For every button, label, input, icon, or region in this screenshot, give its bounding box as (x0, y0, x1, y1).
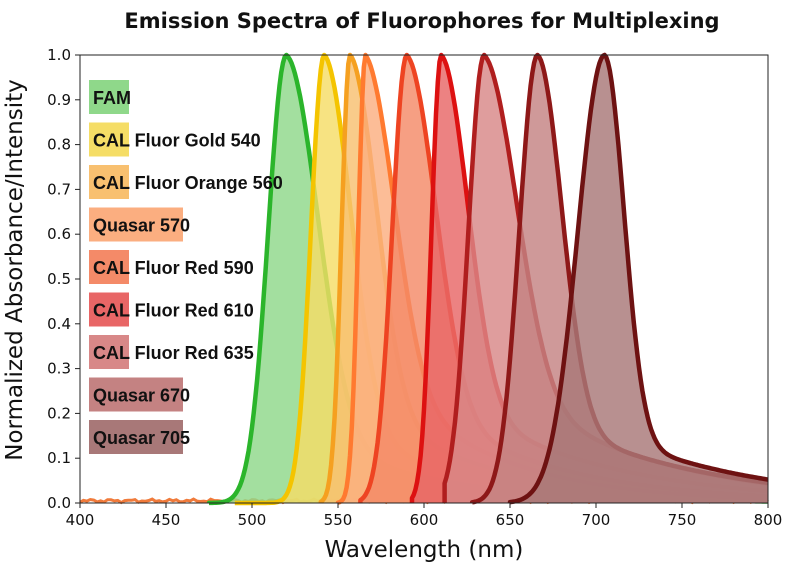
x-tick-label: 550 (324, 511, 353, 529)
chart-title: Emission Spectra of Fluorophores for Mul… (124, 9, 719, 33)
x-tick-label: 800 (754, 511, 783, 529)
y-tick-label: 0.7 (47, 180, 71, 198)
legend-label: Quasar 670 (93, 386, 190, 406)
x-tick-label: 700 (582, 511, 611, 529)
y-tick-label: 0.4 (47, 315, 71, 333)
y-tick-label: 0.5 (47, 270, 71, 288)
x-tick-label: 600 (410, 511, 439, 529)
x-tick-label: 650 (496, 511, 525, 529)
legend-swatch (89, 207, 183, 242)
y-tick-label: 1.0 (47, 46, 71, 64)
legend-label: CAL Fluor Red 635 (93, 343, 254, 363)
x-tick-label: 750 (668, 511, 697, 529)
legend-label: CAL Fluor Red 590 (93, 258, 254, 278)
x-tick-label: 400 (66, 511, 95, 529)
legend-swatch (89, 292, 129, 327)
legend-swatch (89, 377, 183, 412)
legend: FAM CAL Fluor Gold 540 CAL Fluor Orange 56… (89, 80, 283, 454)
x-tick-label: 450 (152, 511, 181, 529)
legend-label: Quasar 570 (93, 216, 190, 236)
axis-ticks: 400 450 500 550 600 650 700 750 800 0.0 0.1 0.2 0.3 0… (47, 46, 782, 529)
y-tick-label: 0.0 (47, 494, 71, 512)
y-tick-label: 0.2 (47, 404, 71, 422)
legend-label: CAL Fluor Red 610 (93, 301, 254, 321)
series-line-quasar-705 (507, 52, 769, 505)
legend-swatch (89, 420, 183, 454)
x-axis-label: Wavelength (nm) (325, 537, 524, 563)
y-tick-label: 0.3 (47, 360, 71, 378)
x-tick-label: 500 (238, 511, 267, 529)
legend-label: CAL Fluor Gold 540 (93, 131, 261, 151)
series-area-cal-fluor-red-610 (412, 55, 768, 503)
series-area-quasar-670 (472, 55, 768, 503)
legend-label: Quasar 705 (93, 428, 190, 448)
series-area-quasar-705 (510, 55, 768, 503)
legend-label: CAL Fluor Orange 560 (93, 173, 283, 193)
legend-swatch (89, 80, 129, 114)
y-tick-label: 0.6 (47, 225, 71, 243)
plot-area (79, 52, 769, 506)
y-tick-label: 0.9 (47, 91, 71, 109)
legend-swatch (89, 122, 129, 157)
y-tick-label: 0.8 (47, 136, 71, 154)
legend-swatch (89, 250, 129, 284)
y-tick-label: 0.1 (47, 449, 71, 467)
legend-label: FAM (93, 88, 131, 108)
legend-swatch (89, 165, 129, 199)
legend-swatch (89, 335, 129, 369)
y-axis-label: Normalized Absorbance/Intensity (2, 79, 28, 461)
